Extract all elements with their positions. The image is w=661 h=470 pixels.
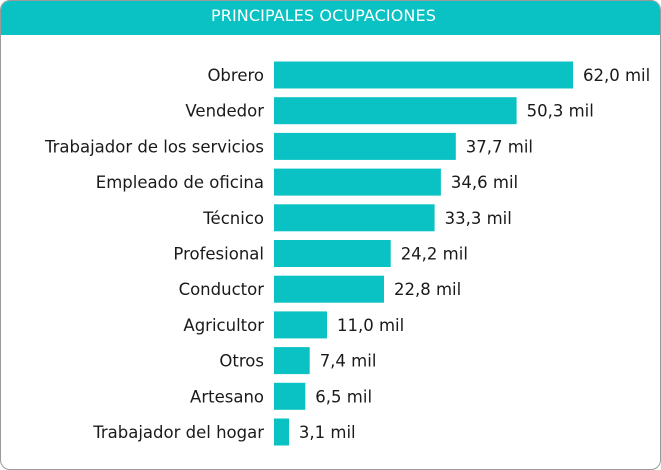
category-label: Vendedor <box>185 102 264 121</box>
value-label: 62,0 mil <box>583 66 650 85</box>
bar-2 <box>274 132 456 160</box>
value-label: 33,3 mil <box>445 209 512 228</box>
value-label: 7,4 mil <box>320 352 377 371</box>
category-label: Profesional <box>173 245 264 264</box>
category-label: Trabajador de los servicios <box>44 137 264 156</box>
bar-5 <box>274 240 391 267</box>
bars-group <box>274 61 573 446</box>
value-label: 24,2 mil <box>401 245 468 264</box>
category-label: Obrero <box>207 66 264 85</box>
category-label: Técnico <box>202 209 264 228</box>
bar-7 <box>274 311 327 339</box>
value-label: 3,1 mil <box>299 423 356 442</box>
value-label: 37,7 mil <box>466 137 533 156</box>
category-label: Conductor <box>179 280 265 299</box>
value-label: 22,8 mil <box>394 280 461 299</box>
category-label: Trabajador del hogar <box>92 423 264 442</box>
category-label: Artesano <box>190 387 264 406</box>
category-labels-group: Obrero Vendedor Trabajador de los servicio… <box>44 66 264 442</box>
value-label: 50,3 mil <box>527 102 594 121</box>
value-label: 11,0 mil <box>337 316 404 335</box>
bar-3 <box>274 168 441 196</box>
value-label: 6,5 mil <box>315 387 372 406</box>
chart-title: PRINCIPALES OCUPACIONES <box>1 1 660 35</box>
value-labels-group: 62,0 mil 50,3 mil 37,7 mil 34,6 mil 33,3 mil… <box>299 66 650 442</box>
bar-0 <box>274 61 573 89</box>
category-label: Agricultor <box>183 316 264 335</box>
bar-1 <box>274 97 517 125</box>
bar-9 <box>274 382 306 410</box>
category-label: Otros <box>219 352 264 371</box>
bar-8 <box>274 347 310 375</box>
bar-6 <box>274 275 384 303</box>
value-label: 34,6 mil <box>451 173 518 192</box>
category-label: Empleado de oficina <box>96 173 264 192</box>
bar-10 <box>274 418 289 446</box>
bar-4 <box>274 204 435 232</box>
